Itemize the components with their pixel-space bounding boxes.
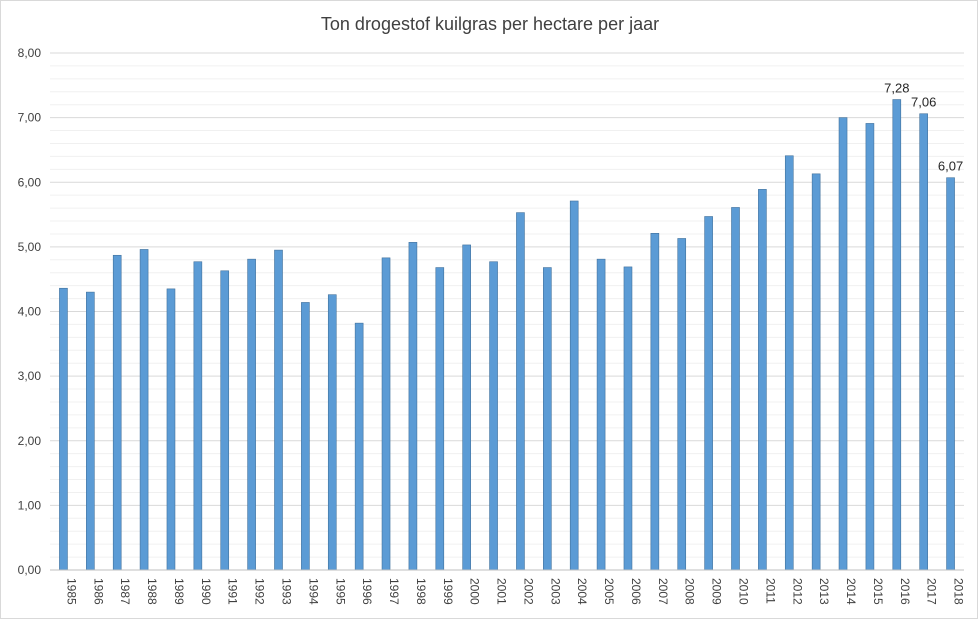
bar-1995 — [327, 294, 337, 571]
x-tick-label: 2015 — [871, 578, 885, 605]
bar-2010 — [731, 207, 740, 571]
x-tick-label: 1998 — [414, 578, 428, 605]
data-label-2016: 7,28 — [884, 81, 909, 96]
bar-2017 — [919, 113, 928, 571]
x-tick-label: 1996 — [360, 578, 374, 605]
x-tick-label: 2018 — [952, 578, 966, 605]
x-tick-label: 2010 — [737, 578, 751, 605]
grid-layer — [50, 52, 964, 558]
bar-2012 — [784, 155, 794, 571]
bar-1986 — [86, 291, 95, 571]
data-label-2018: 6,07 — [938, 159, 963, 174]
bar-2014 — [838, 117, 848, 571]
bar-2009 — [704, 216, 713, 571]
bar-2008 — [677, 238, 687, 571]
x-tick-label: 2008 — [683, 578, 697, 605]
bar-1988 — [139, 249, 149, 571]
x-tick-label: 2011 — [763, 578, 777, 604]
y-tick-label: 7,00 — [18, 111, 42, 125]
bar-2005 — [596, 258, 606, 571]
x-tick-label: 1986 — [91, 578, 105, 605]
data-label-2017: 7,06 — [911, 95, 936, 110]
bar-2006 — [623, 266, 633, 571]
x-tick-label: 1987 — [118, 578, 132, 605]
bar-layer — [59, 99, 955, 571]
bar-2003 — [543, 267, 552, 571]
y-tick-label: 2,00 — [18, 434, 42, 448]
x-tick-label: 2014 — [844, 578, 858, 605]
y-axis: 0,00 1,00 2,00 3,00 4,00 5,00 6,00 7,00 8,00 — [18, 46, 42, 577]
x-tick-label: 2006 — [629, 578, 643, 605]
bar-1991 — [220, 270, 230, 571]
bar-2000 — [462, 244, 471, 571]
bar-1997 — [381, 257, 391, 571]
y-tick-label: 1,00 — [18, 498, 42, 512]
x-tick-label: 2005 — [602, 578, 616, 605]
y-tick-label: 4,00 — [18, 305, 42, 319]
y-tick-label: 3,00 — [18, 369, 42, 383]
bar-1998 — [408, 242, 418, 571]
x-tick-label: 1995 — [333, 578, 347, 605]
x-tick-label: 2017 — [925, 578, 939, 605]
x-tick-label: 2003 — [548, 578, 562, 605]
x-axis: 1985 1986 1987 1988 1989 1990 1991 1992 1993 1994… — [50, 569, 966, 605]
bar-1985 — [59, 287, 68, 571]
x-tick-label: 2001 — [495, 578, 509, 605]
x-tick-label: 2000 — [468, 578, 482, 605]
x-tick-label: 1990 — [199, 578, 213, 605]
bar-1992 — [247, 258, 256, 571]
x-tick-label: 2004 — [575, 578, 589, 605]
x-tick-label: 1988 — [145, 578, 159, 605]
bar-2018 — [946, 177, 955, 571]
x-tick-label: 1992 — [253, 578, 267, 605]
x-tick-label: 2002 — [521, 578, 535, 605]
bar-2004 — [569, 200, 579, 571]
bar-2001 — [489, 261, 498, 571]
bar-1993 — [274, 249, 283, 571]
x-tick-label: 1999 — [441, 578, 455, 605]
x-tick-label: 1997 — [387, 578, 401, 605]
bar-1994 — [301, 302, 310, 571]
bar-1996 — [354, 322, 364, 571]
y-tick-label: 6,00 — [18, 175, 42, 189]
x-tick-label: 1994 — [306, 578, 320, 605]
x-tick-label: 1985 — [64, 578, 78, 605]
y-tick-label: 5,00 — [18, 240, 42, 254]
x-tick-label: 2012 — [790, 578, 804, 605]
x-tick-label: 2013 — [817, 578, 831, 605]
x-tick-label: 2007 — [656, 578, 670, 605]
x-tick-label: 2016 — [898, 578, 912, 605]
bar-1987 — [112, 254, 122, 571]
bar-1990 — [193, 261, 203, 571]
bar-2007 — [650, 233, 660, 571]
chart-title: Ton drogestof kuilgras per hectare per j… — [321, 14, 659, 34]
bar-2015 — [865, 123, 875, 571]
bar-1999 — [435, 267, 445, 571]
x-tick-label: 1989 — [172, 578, 186, 605]
bar-2013 — [811, 173, 821, 571]
bar-1989 — [166, 288, 176, 571]
bar-2016 — [892, 99, 902, 571]
x-tick-label: 1991 — [226, 578, 240, 605]
y-tick-label: 8,00 — [18, 46, 42, 60]
bar-2002 — [516, 212, 525, 571]
bar-2011 — [758, 189, 767, 571]
x-tick-label: 2009 — [710, 578, 724, 605]
data-label-layer: 7,287,06 6,07 — [884, 81, 963, 174]
x-tick-label: 1993 — [280, 578, 294, 605]
y-tick-label: 0,00 — [18, 563, 42, 577]
